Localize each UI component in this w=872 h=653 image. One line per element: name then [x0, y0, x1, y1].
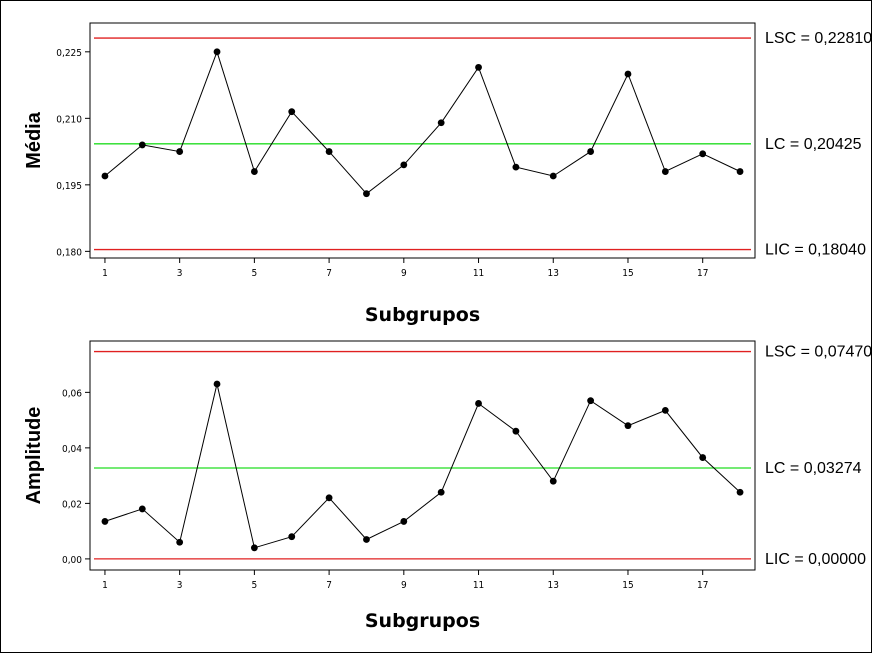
x-tick-label: 9 — [401, 268, 407, 279]
data-point — [363, 190, 370, 198]
data-point — [101, 172, 109, 180]
data-point — [661, 406, 669, 414]
x-tick-label: 13 — [548, 580, 559, 591]
x-tick-label: 9 — [401, 580, 407, 591]
ucl-label: LSC = 0,22810 — [765, 30, 872, 47]
data-point — [624, 70, 632, 78]
plot-area — [89, 22, 756, 259]
y-tick-label: 0,210 — [56, 114, 82, 125]
data-point — [512, 427, 520, 435]
lcl-label: LIC = 0,18040 — [765, 242, 866, 259]
data-point — [250, 544, 258, 552]
x-tick-label: 17 — [697, 268, 708, 279]
data-point — [288, 533, 296, 541]
y-tick-label: 0,00 — [62, 555, 82, 566]
data-point — [549, 172, 557, 180]
y-axis-label: Amplitude — [23, 407, 45, 505]
center-label: LC = 0,20425 — [765, 136, 862, 153]
data-point — [437, 119, 445, 127]
y-axis-label: Média — [23, 111, 45, 169]
ucl-label: LSC = 0,07470 — [765, 344, 872, 361]
data-point — [288, 108, 296, 116]
data-point — [587, 397, 595, 405]
x-axis-label: Subgrupos — [365, 304, 480, 326]
series-line — [104, 383, 741, 549]
x-tick-label: 15 — [622, 580, 633, 591]
data-point — [549, 477, 557, 485]
data-point — [736, 168, 744, 175]
y-tick-label: 0,02 — [62, 499, 82, 510]
lcl-label: LIC = 0,00000 — [765, 551, 866, 568]
x-tick-label: 5 — [252, 268, 258, 279]
data-point — [363, 536, 370, 543]
data-point — [699, 150, 707, 158]
y-tick-label: 0,195 — [56, 181, 82, 192]
data-point — [437, 488, 445, 496]
data-point — [176, 538, 184, 546]
x-tick-label: 1 — [102, 580, 108, 591]
data-point — [587, 148, 595, 155]
data-point — [213, 48, 221, 56]
data-point — [213, 380, 221, 388]
x-tick-label: 3 — [177, 268, 183, 279]
x-tick-label: 5 — [252, 580, 258, 591]
data-point — [512, 163, 520, 171]
y-tick-label: 0,04 — [62, 444, 82, 455]
data-point — [325, 148, 333, 155]
x-tick-label: 3 — [177, 580, 183, 591]
x-tick-label: 13 — [548, 268, 559, 279]
data-point — [736, 488, 744, 496]
data-point — [475, 400, 482, 407]
data-point — [250, 168, 258, 175]
data-point — [661, 168, 669, 175]
x-axis-label: Subgrupos — [365, 610, 480, 632]
data-point — [699, 454, 707, 461]
x-tick-label: 11 — [473, 268, 484, 279]
x-tick-label: 7 — [326, 268, 332, 279]
plot-area — [89, 340, 756, 571]
center-label: LC = 0,03274 — [765, 460, 862, 477]
data-point — [101, 518, 109, 525]
x-tick-label: 7 — [326, 580, 332, 591]
data-point — [176, 148, 184, 155]
y-tick-label: 0,180 — [56, 247, 82, 258]
x-tick-label: 17 — [697, 580, 708, 591]
data-point — [400, 161, 408, 169]
data-point — [624, 422, 632, 430]
y-tick-label: 0,225 — [56, 48, 82, 59]
series-line — [104, 50, 741, 195]
x-tick-label: 11 — [473, 580, 484, 591]
data-point — [475, 63, 482, 71]
data-point — [138, 141, 146, 149]
data-point — [400, 518, 408, 525]
x-tick-label: 1 — [102, 268, 108, 279]
y-tick-label: 0,06 — [62, 388, 82, 399]
data-point — [325, 494, 333, 502]
x-tick-label: 15 — [622, 268, 633, 279]
data-point — [138, 505, 146, 513]
